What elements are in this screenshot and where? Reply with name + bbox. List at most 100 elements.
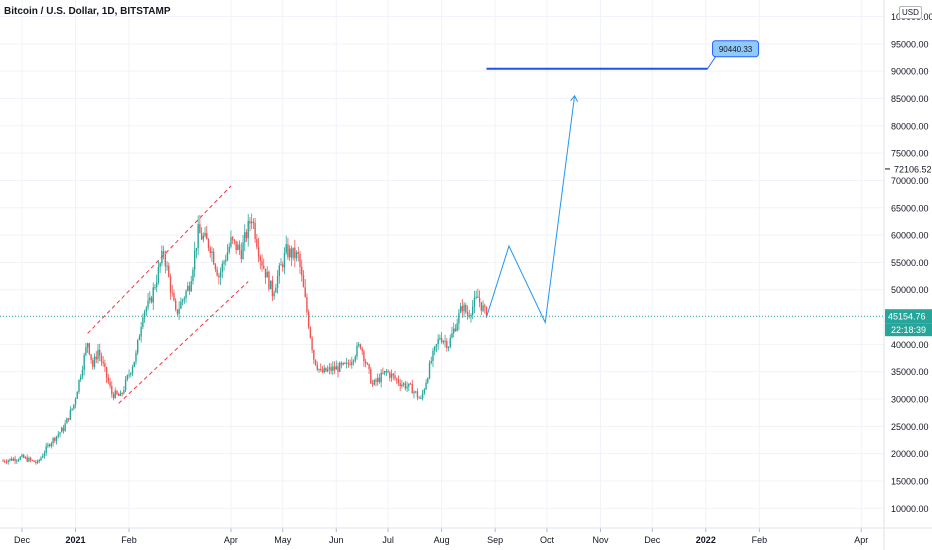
price-label: 90000.00 [891,67,929,77]
candle-body [440,337,443,343]
candle-body [404,383,407,389]
time-label: Oct [540,535,555,545]
current-price-badge[interactable] [885,309,932,324]
candle-body [187,285,189,291]
candle-body [69,410,72,420]
candle-body [313,350,315,360]
candle-body [459,306,462,313]
candle-body [470,314,472,317]
channel-lower-line[interactable] [118,281,249,404]
price-label: 55000.00 [891,258,929,268]
candle-body [31,459,34,461]
candle-body [269,280,272,290]
time-axis[interactable]: Dec 2021 Feb Apr May Jun Jul Aug Sep Oct Nov Dec 202… [0,527,932,545]
candle-body [311,337,313,351]
candle-body [325,367,327,372]
candle-body [83,354,85,371]
projection-arrowhead [570,94,579,102]
candle-body [364,361,367,364]
candle-body [100,355,103,362]
candle-body [166,265,168,267]
candle-body [86,343,89,348]
candle-body [471,306,474,315]
price-label: 15000.00 [891,476,929,486]
candle-body [439,337,441,340]
candle-body [427,378,429,383]
candle-body [24,457,27,459]
chart-grid [0,0,884,528]
candle-body [59,432,61,435]
candle-body [181,299,184,302]
candle-body [193,250,196,270]
candle-body [451,333,453,338]
marker-price-label: 72106.52 [894,164,932,174]
price-label: 95000.00 [891,39,929,49]
candle-body [16,460,18,462]
countdown-label: 22:18:39 [891,325,926,335]
parallel-channel[interactable] [87,185,249,404]
candle-body [218,275,220,278]
candle-body [302,275,305,288]
projection-path[interactable] [486,94,579,325]
candle-body [200,233,203,240]
candle-body [12,458,15,461]
candle-body [250,221,253,224]
candle-body [47,444,49,447]
time-label: Apr [854,535,868,545]
price-label: 85000.00 [891,94,929,104]
candle-body [396,378,398,380]
candle-body [335,366,337,370]
candle-body [363,351,365,362]
candle-body [161,250,163,264]
candle-body [78,379,80,392]
price-label: 60000.00 [891,231,929,241]
candle-body [92,360,94,367]
candle-body [111,385,113,395]
candle-body [197,224,199,249]
candle-body [226,252,229,261]
candle-body [484,305,486,307]
candle-body [104,363,106,368]
candle-body [157,266,160,283]
candle-body [237,244,239,250]
candle-body [233,239,236,241]
candle-body [142,317,144,327]
candle-body [446,340,448,349]
candle-body [159,263,161,267]
candle-body [294,247,296,259]
candle-body [214,264,217,270]
candle-body [314,359,317,365]
candle-body [285,244,287,253]
candle-body [64,423,66,431]
candle-body [10,458,13,461]
candle-body [107,377,110,383]
channel-upper-line[interactable] [87,185,232,334]
candle-body [136,340,139,353]
candle-body [261,260,263,266]
candle-body [447,347,450,349]
candle-body [406,386,408,389]
candle-body [326,369,329,372]
candle-body [359,344,362,349]
target-level[interactable]: 90440.33 [486,40,760,70]
target-callout[interactable] [712,40,760,58]
candle-body [275,287,277,293]
time-label: Nov [592,535,609,545]
projection-line[interactable] [486,95,576,325]
symbol-title: Bitcoin / U.S. Dollar, 1D, BITSTAMP [4,6,171,17]
candle-body [247,221,249,239]
candle-body [339,362,341,372]
candle-body [188,285,191,292]
candle-body [394,375,396,379]
currency-badge[interactable]: USD [899,6,922,19]
candle-body [377,377,379,382]
candle-body [4,460,6,462]
current-price-label: 45154.76 [888,312,926,322]
candle-body [230,237,232,247]
candle-body [183,298,186,300]
candle-body [273,292,275,297]
candle-body [301,266,303,276]
candle-body [174,300,177,310]
